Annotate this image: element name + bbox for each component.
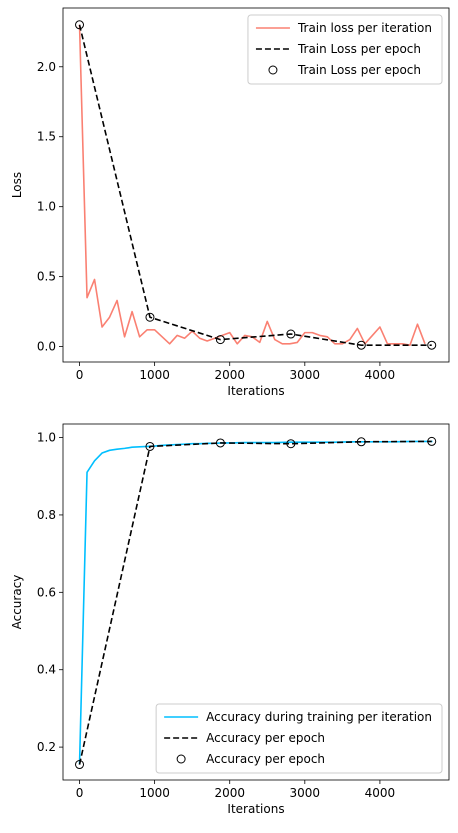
y-tick-label: 0.5 (37, 270, 56, 284)
loss-x-axis-label: Iterations (227, 384, 284, 398)
y-tick-label: 1.0 (37, 431, 56, 445)
x-tick-label: 0 (76, 786, 84, 800)
loss-epoch-marker (145, 312, 155, 322)
loss-epoch-marker (215, 335, 225, 345)
x-tick-label: 1000 (139, 368, 170, 382)
x-tick-label: 4000 (365, 368, 396, 382)
legend-label: Train Loss per epoch (297, 42, 421, 56)
loss-epoch-marker (356, 340, 366, 350)
loss-axes-frame (62, 7, 450, 363)
y-tick-label: 0.4 (37, 663, 56, 677)
loss-legend: Train loss per iteration Train Loss per e… (247, 14, 443, 85)
y-tick-label: 2.0 (37, 60, 56, 74)
legend-box (155, 703, 443, 774)
y-tick-label: 0.6 (37, 585, 56, 599)
loss-y-axis-label: Loss (10, 172, 24, 198)
accuracy-axes-frame (62, 423, 450, 781)
y-tick-label: 1.0 (37, 200, 56, 214)
loss-epoch-dashed-line (78, 24, 432, 347)
accuracy-epoch-marker (215, 438, 225, 448)
x-tick-label: 3000 (290, 786, 321, 800)
legend-marker-swatch (268, 65, 278, 75)
accuracy-chart: 0 1000 2000 3000 4000 0.2 0.4 0.6 0.8 1.0 Iteratio… (10, 423, 450, 816)
accuracy-epoch-marker (356, 437, 366, 447)
x-tick-label: 2000 (214, 368, 245, 382)
accuracy-epoch-marker (75, 760, 85, 770)
loss-chart: 0 1000 2000 3000 4000 0.0 0.5 1.0 1.5 2.0 Iteratio… (10, 7, 450, 398)
x-tick-label: 0 (76, 368, 84, 382)
accuracy-epoch-marker (145, 441, 155, 451)
y-tick-label: 1.5 (37, 130, 56, 144)
legend-label: Accuracy per epoch (206, 731, 325, 745)
legend-label: Accuracy per epoch (206, 752, 325, 766)
loss-epoch-marker (427, 340, 437, 350)
accuracy-x-axis-label: Iterations (227, 802, 284, 816)
x-tick-label: 3000 (290, 368, 321, 382)
x-tick-label: 1000 (139, 786, 170, 800)
x-tick-label: 4000 (365, 786, 396, 800)
loss-epoch-marker (75, 20, 85, 30)
legend-label: Accuracy during training per iteration (206, 710, 432, 724)
legend-box (247, 14, 443, 85)
accuracy-y-axis-label: Accuracy (10, 575, 24, 630)
accuracy-epoch-dashed-line (78, 440, 432, 765)
loss-epoch-marker (286, 329, 296, 339)
x-tick-label: 2000 (214, 786, 245, 800)
y-tick-label: 0.2 (37, 740, 56, 754)
legend-label: Train Loss per epoch (297, 63, 421, 77)
legend-marker-swatch (176, 754, 186, 764)
y-tick-label: 0.8 (37, 508, 56, 522)
accuracy-legend: Accuracy during training per iteration Ac… (155, 703, 443, 774)
legend-label: Train loss per iteration (297, 21, 432, 35)
accuracy-epoch-marker (286, 439, 296, 449)
accuracy-epoch-marker (427, 436, 437, 446)
y-tick-label: 0.0 (37, 340, 56, 354)
